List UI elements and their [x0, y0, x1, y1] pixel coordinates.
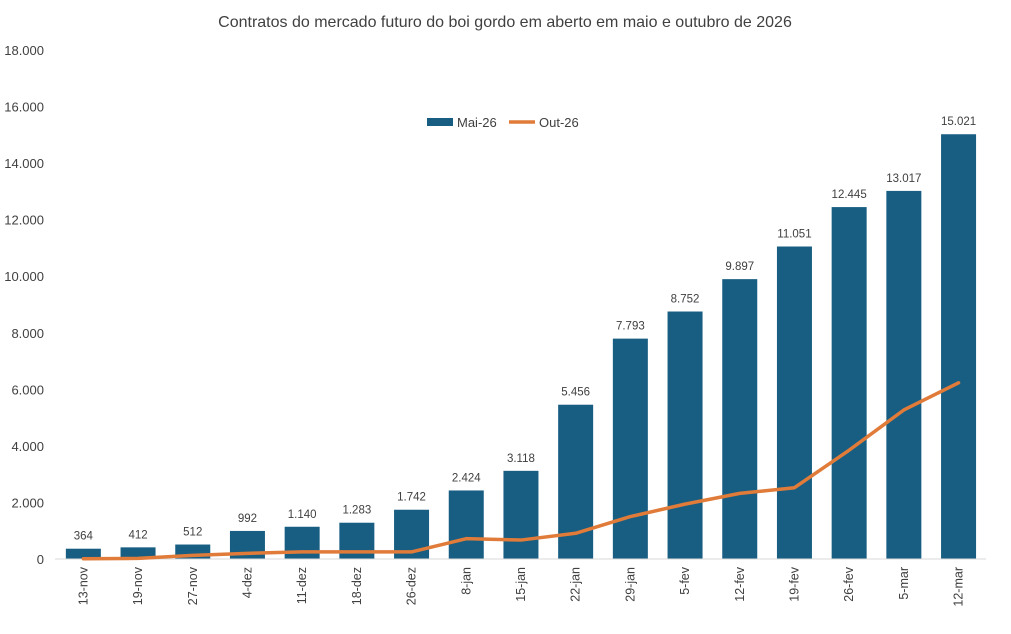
x-tick-label: 5-mar [897, 567, 911, 600]
legend-swatch-mai-26 [427, 118, 453, 126]
data-label: 9.897 [725, 261, 754, 273]
data-label: 1.742 [397, 492, 426, 504]
data-label: 2.424 [452, 472, 481, 484]
bar [613, 339, 648, 559]
legend: Mai-26 Out-26 [427, 115, 579, 130]
data-label: 15.021 [941, 116, 976, 128]
x-tick-label: 22-jan [569, 567, 583, 602]
x-tick-label: 26-dez [405, 567, 419, 605]
data-label: 7.793 [616, 321, 645, 333]
data-label: 8.752 [671, 294, 700, 306]
x-tick-label: 11-dez [295, 567, 309, 604]
bar [668, 312, 703, 559]
y-tick-label: 16.000 [4, 100, 44, 115]
data-label: 12.445 [832, 189, 867, 201]
data-label: 512 [183, 527, 202, 539]
data-label: 5.456 [561, 387, 590, 399]
bar [832, 207, 867, 559]
y-tick-label: 4.000 [11, 439, 44, 454]
y-tick-label: 8.000 [11, 326, 44, 341]
x-tick-label: 5-fev [678, 566, 692, 595]
data-label: 1.283 [342, 505, 371, 517]
y-tick-label: 10.000 [4, 269, 44, 284]
x-tick-label: 19-fev [787, 566, 801, 601]
data-label: 364 [74, 531, 94, 543]
y-axis: 0 2.000 4.000 6.000 8.000 10.000 12.000 14.000 1… [4, 43, 44, 567]
data-label: 3.118 [507, 453, 535, 465]
bar [449, 490, 484, 559]
y-tick-label: 6.000 [11, 382, 44, 397]
x-tick-label: 12-mar [952, 567, 966, 607]
y-tick-label: 18.000 [4, 43, 44, 58]
x-tick-label: 4-dez [240, 567, 254, 598]
x-tick-label: 8-jan [459, 567, 473, 595]
bar [285, 527, 320, 559]
data-label: 11.051 [777, 229, 811, 241]
legend-label-mai-26: Mai-26 [457, 115, 497, 130]
chart-title: Contratos do mercado futuro do boi gordo… [218, 14, 792, 31]
y-tick-label: 12.000 [4, 213, 44, 228]
x-tick-label: 19-nov [131, 566, 145, 605]
data-label: 13.017 [886, 173, 921, 185]
x-tick-label: 18-dez [350, 567, 364, 605]
x-tick-label: 15-jan [514, 567, 528, 602]
x-tick-label: 12-fev [733, 566, 747, 601]
x-tick-label: 26-fev [842, 566, 856, 601]
y-tick-label: 14.000 [4, 156, 44, 171]
x-tick-label: 13-nov [76, 566, 90, 605]
x-tick-label: 29-jan [623, 567, 637, 602]
y-tick-label: 0 [37, 552, 44, 567]
bar [941, 134, 976, 559]
data-label: 1.140 [288, 509, 317, 521]
data-label: 992 [238, 513, 257, 525]
data-label: 412 [128, 529, 147, 541]
bar [503, 471, 538, 559]
bar [722, 279, 757, 559]
bar [777, 247, 812, 559]
x-axis: 13-nov 19-nov 27-nov 4-dez 11-dez 18-dez 26-de… [76, 566, 965, 606]
legend-label-out-26: Out-26 [539, 115, 579, 130]
x-tick-label: 27-nov [186, 566, 200, 605]
bar [886, 191, 921, 559]
y-tick-label: 2.000 [11, 495, 44, 510]
